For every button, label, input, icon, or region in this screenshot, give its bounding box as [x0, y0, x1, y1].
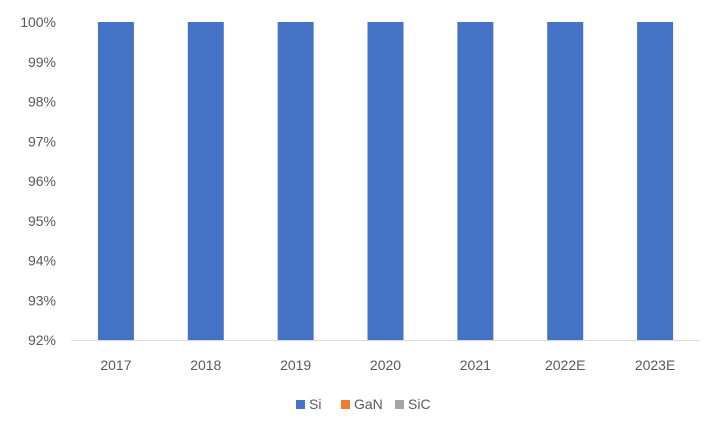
legend-label-gan: GaN	[354, 396, 383, 412]
bar-si-2022e	[547, 22, 584, 340]
x-tick-label: 2021	[460, 357, 491, 373]
x-tick-label: 2019	[280, 357, 311, 373]
x-tick-label: 2022E	[545, 357, 585, 373]
x-tick-label: 2017	[100, 357, 131, 373]
y-tick-label: 99%	[28, 54, 56, 70]
y-tick-label: 95%	[28, 213, 56, 229]
bar-si-2021	[457, 22, 494, 340]
y-tick-label: 97%	[28, 133, 56, 149]
legend-swatch-si	[296, 400, 305, 409]
y-tick-label: 94%	[28, 253, 56, 269]
x-tick-label: 2023E	[635, 357, 675, 373]
y-tick-label: 98%	[28, 94, 56, 110]
bar-si-2018	[187, 22, 224, 340]
legend-label-si: Si	[309, 396, 321, 412]
x-tick-label: 2018	[190, 357, 221, 373]
y-tick-label: 92%	[28, 332, 56, 348]
legend-swatch-sic	[395, 400, 404, 409]
y-tick-label: 96%	[28, 173, 56, 189]
bar-si-2019	[277, 22, 314, 340]
legend-label-sic: SiC	[408, 396, 431, 412]
bar-si-2017	[97, 22, 134, 340]
bar-si-2023e	[637, 22, 674, 340]
legend-swatch-gan	[341, 400, 350, 409]
bar-si-2020	[367, 22, 404, 340]
y-tick-label: 93%	[28, 292, 56, 308]
y-tick-label: 100%	[20, 14, 56, 30]
x-tick-label: 2020	[370, 357, 401, 373]
